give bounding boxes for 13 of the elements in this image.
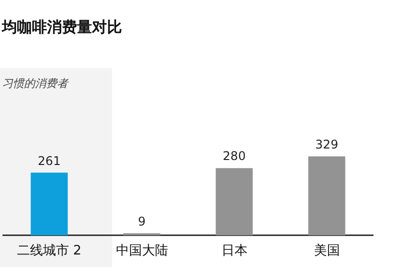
data-label: 280 xyxy=(222,149,246,164)
x-tick-label: 中国大陆 xyxy=(116,244,168,259)
x-tick-label: 美国 xyxy=(314,242,340,259)
bar xyxy=(30,172,68,236)
data-label: 261 xyxy=(38,154,61,168)
chart-subtitle: 习惯的消费者 xyxy=(2,76,68,91)
x-tick-label: 日本 xyxy=(221,244,248,259)
data-label: 9 xyxy=(138,214,146,228)
bar xyxy=(216,168,253,236)
x-tick-label: 二线城市 2 xyxy=(17,244,82,259)
chart-title: 均咖啡消费量对比 xyxy=(2,18,122,37)
data-label: 329 xyxy=(315,137,338,152)
bar xyxy=(308,156,346,236)
